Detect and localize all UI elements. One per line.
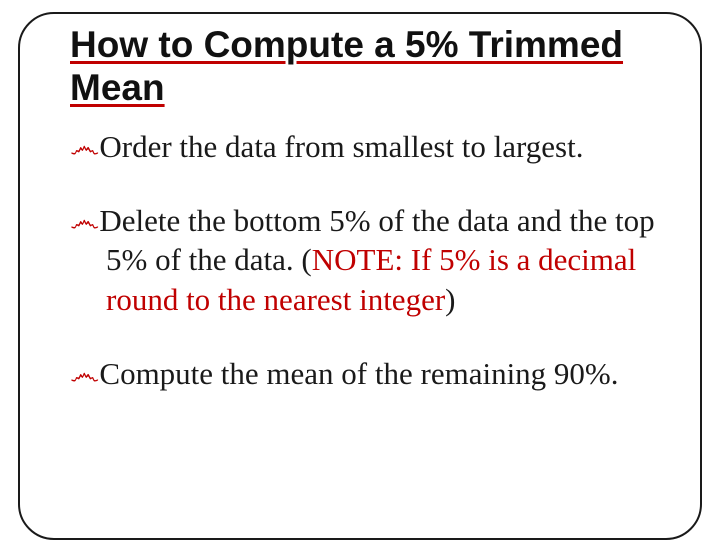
list-item: ෴Order the data from smallest to largest… [70,127,670,167]
list-item: ෴Delete the bottom 5% of the data and th… [70,201,670,320]
bullet-list: ෴Order the data from smallest to largest… [70,127,670,393]
bullet-text: Order the data from smallest to largest. [99,129,583,164]
bullet-icon: ෴ [70,129,97,164]
list-item: ෴Compute the mean of the remaining 90%. [70,354,670,394]
content-card: How to Compute a 5% Trimmed Mean ෴Order … [18,12,702,540]
bullet-icon: ෴ [70,203,97,238]
bullet-text-tail: ) [445,282,455,317]
slide-title: How to Compute a 5% Trimmed Mean [70,24,670,109]
bullet-icon: ෴ [70,356,97,391]
bullet-text: Compute the mean of the remaining 90%. [99,356,618,391]
slide: How to Compute a 5% Trimmed Mean ෴Order … [0,0,720,540]
